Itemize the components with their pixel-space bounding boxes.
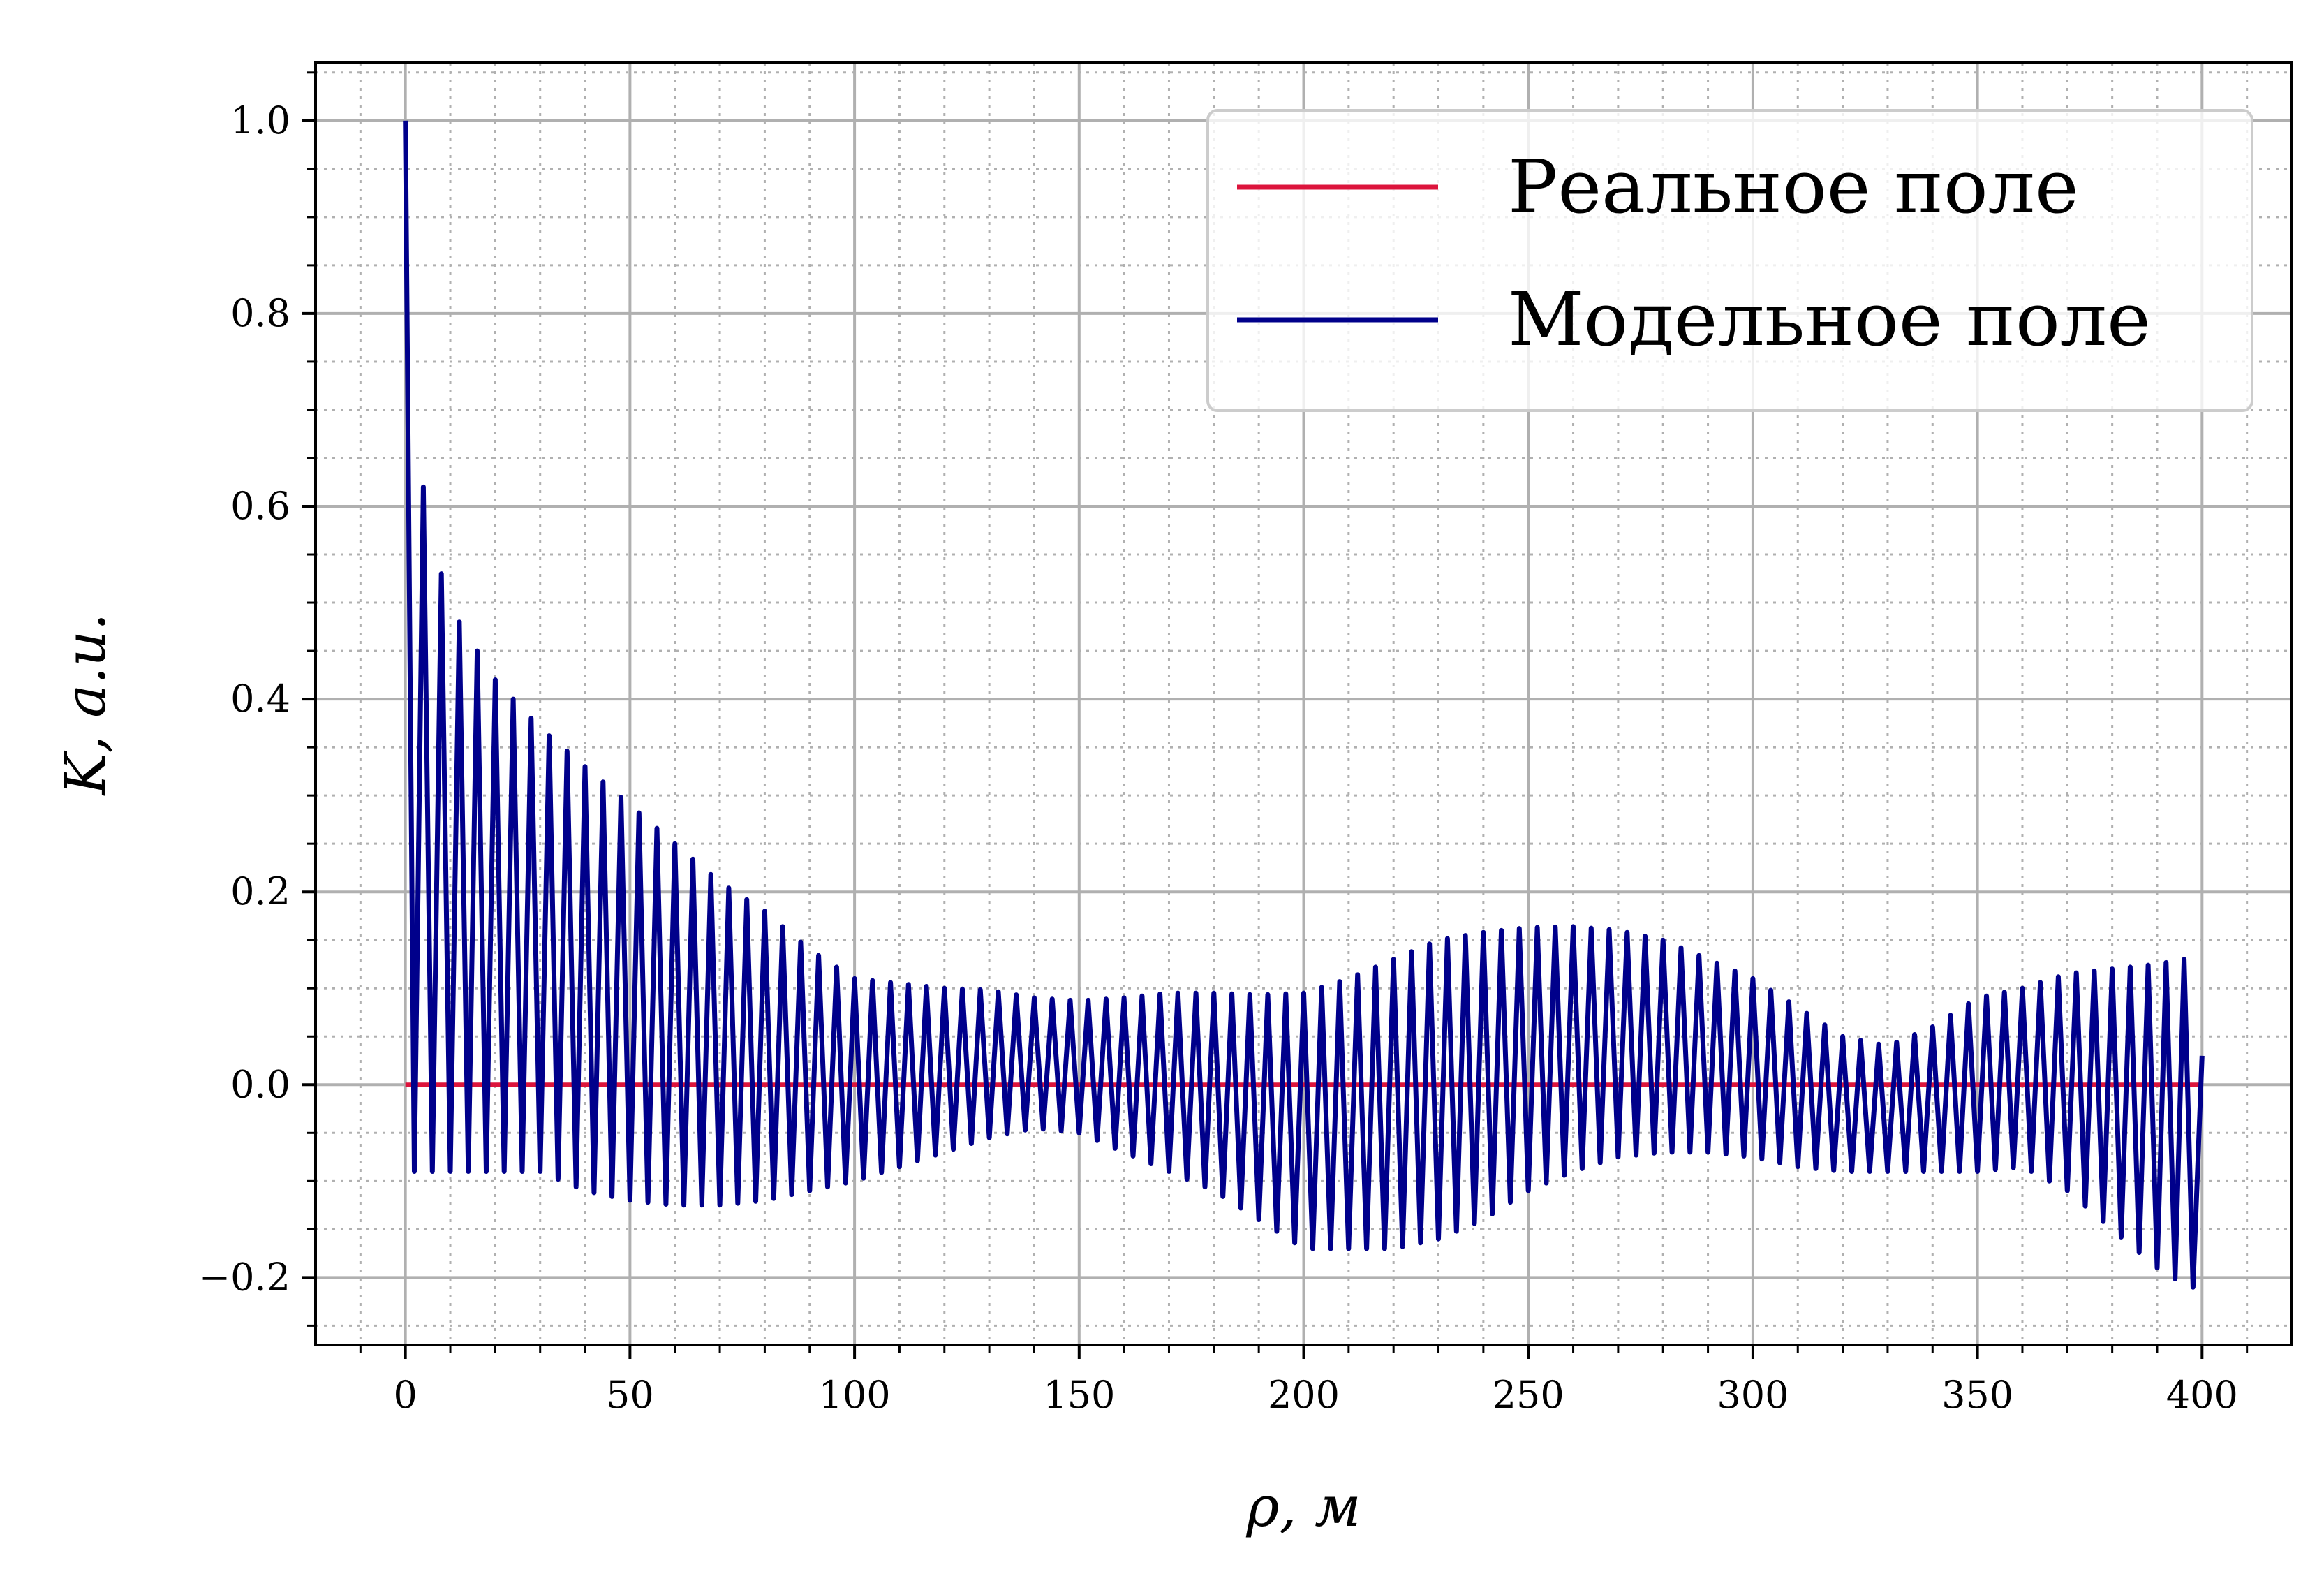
y-tick-label: −0.2 [199,1255,290,1299]
legend-box [1206,109,2253,412]
series-layer [403,120,2205,1290]
series-line-model-field [403,120,2205,1290]
axis-ticks [302,71,2249,1359]
y-tick-labels: −0.2 0.0 0.2 0.4 0.6 0.8 1.0 [199,98,290,1300]
x-tick-label: 0 [394,1373,417,1417]
y-tick-label: 0.0 [230,1062,290,1106]
y-tick-label: 0.2 [230,869,290,913]
x-tick-label: 50 [606,1373,654,1417]
x-tick-label: 150 [1043,1373,1115,1417]
y-tick-label: 0.6 [230,484,290,528]
legend: Реальное поле Модельное поле [1206,109,2253,412]
x-tick-label: 250 [1493,1373,1564,1417]
y-tick-label: 1.0 [230,98,290,142]
x-tick-labels: 0 50 100 150 200 250 300 350 400 [394,1373,2238,1417]
y-axis-label: K, a.u. [53,613,118,797]
x-tick-label: 400 [2166,1373,2238,1417]
y-tick-label: 0.8 [230,291,290,335]
x-tick-label: 100 [819,1373,891,1417]
x-tick-label: 200 [1268,1373,1340,1417]
x-axis-label: ρ, м [1245,1474,1361,1539]
y-tick-label: 0.4 [230,677,290,721]
legend-entry-real-field: Реальное поле [1508,144,2079,230]
x-tick-label: 350 [1941,1373,2013,1417]
legend-entry-model-field: Модельное поле [1508,277,2151,362]
x-tick-label: 300 [1717,1373,1789,1417]
